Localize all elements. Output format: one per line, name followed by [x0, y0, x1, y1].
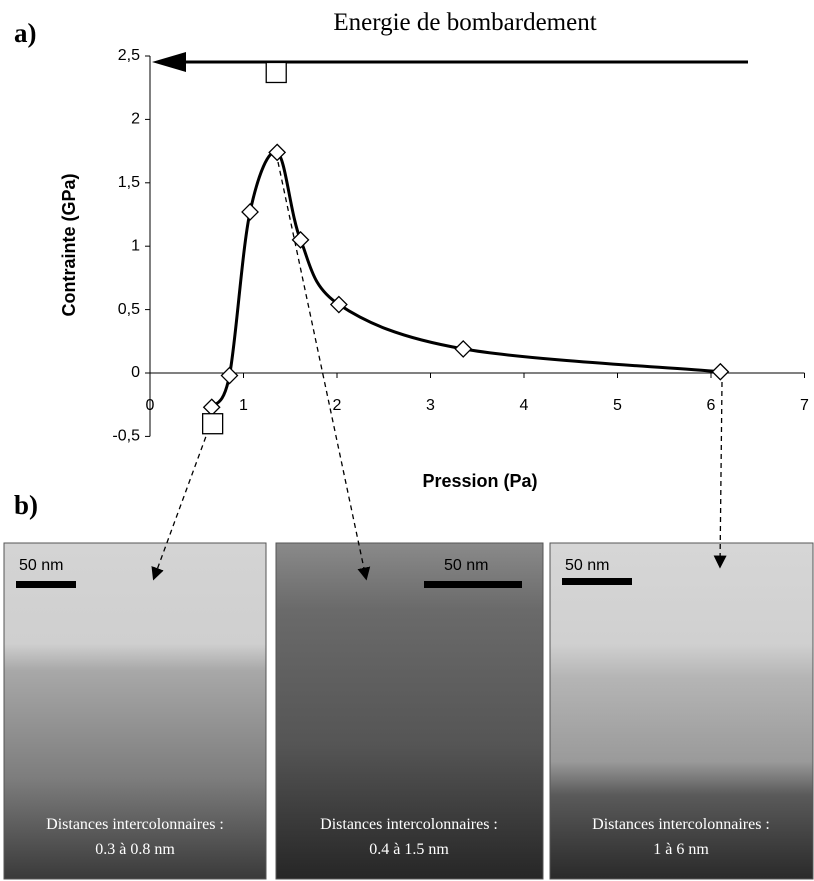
diamond-marker	[454, 339, 473, 358]
caption: 1 à 6 nm	[653, 841, 709, 858]
square-marker	[201, 413, 224, 435]
tem-image	[549, 542, 814, 880]
scale-label: 50 nm	[565, 557, 609, 574]
scale-bar	[562, 578, 632, 585]
pointer-arrow	[713, 381, 727, 569]
pointer-arrow	[151, 419, 213, 581]
tem-image	[275, 542, 544, 880]
scale-label: 50 nm	[19, 557, 63, 574]
diamond-marker	[291, 230, 310, 249]
tem-images: 50 nm 50 nm 50 nm Distances intercolonna…	[3, 542, 814, 880]
tem-image	[3, 542, 267, 880]
x-tick-label: 7	[800, 397, 809, 414]
x-tick-label: 1	[239, 397, 248, 414]
caption: Distances intercolonnaires :	[46, 816, 224, 833]
y-tick-label: 1	[131, 237, 140, 254]
scale-bar	[16, 581, 76, 588]
diamond-marker	[241, 203, 259, 221]
panel-label: b)	[14, 490, 38, 520]
x-tick-label: 6	[707, 397, 716, 414]
y-tick-label: 2,5	[118, 47, 140, 64]
diamond-marker	[711, 362, 730, 381]
y-tick-label: 1,5	[118, 174, 140, 191]
panel-label: a)	[14, 18, 37, 48]
y-axis-label: Contrainte (GPa)	[59, 173, 79, 316]
pointer-arrows	[151, 161, 727, 581]
scale-label: 50 nm	[444, 557, 488, 574]
x-tick-label: 4	[520, 397, 529, 414]
caption: Distances intercolonnaires :	[320, 816, 498, 833]
square-marker	[265, 61, 287, 84]
x-tick-label: 0	[146, 397, 155, 414]
caption: Distances intercolonnaires :	[592, 816, 770, 833]
x-axis-label: Pression (Pa)	[422, 471, 537, 491]
diamond-marker	[329, 295, 348, 314]
energy-arrowhead	[152, 52, 186, 72]
caption: 0.4 à 1.5 nm	[369, 841, 449, 858]
y-tick-label: 0	[131, 364, 140, 381]
x-tick-label: 2	[333, 397, 342, 414]
curve	[210, 150, 721, 409]
y-tick-label: 2	[131, 111, 140, 128]
scale-bar	[424, 581, 522, 588]
x-tick-label: 3	[426, 397, 435, 414]
annotation: Energie de bombardement	[333, 9, 596, 36]
diamond-marker	[220, 366, 239, 385]
caption: 0.3 à 0.8 nm	[95, 841, 175, 858]
y-tick-label: -0,5	[112, 428, 140, 445]
y-tick-label: 0,5	[118, 301, 140, 318]
x-tick-label: 5	[613, 397, 622, 414]
diamond-marker	[268, 143, 287, 162]
pointer-arrow	[277, 161, 371, 581]
